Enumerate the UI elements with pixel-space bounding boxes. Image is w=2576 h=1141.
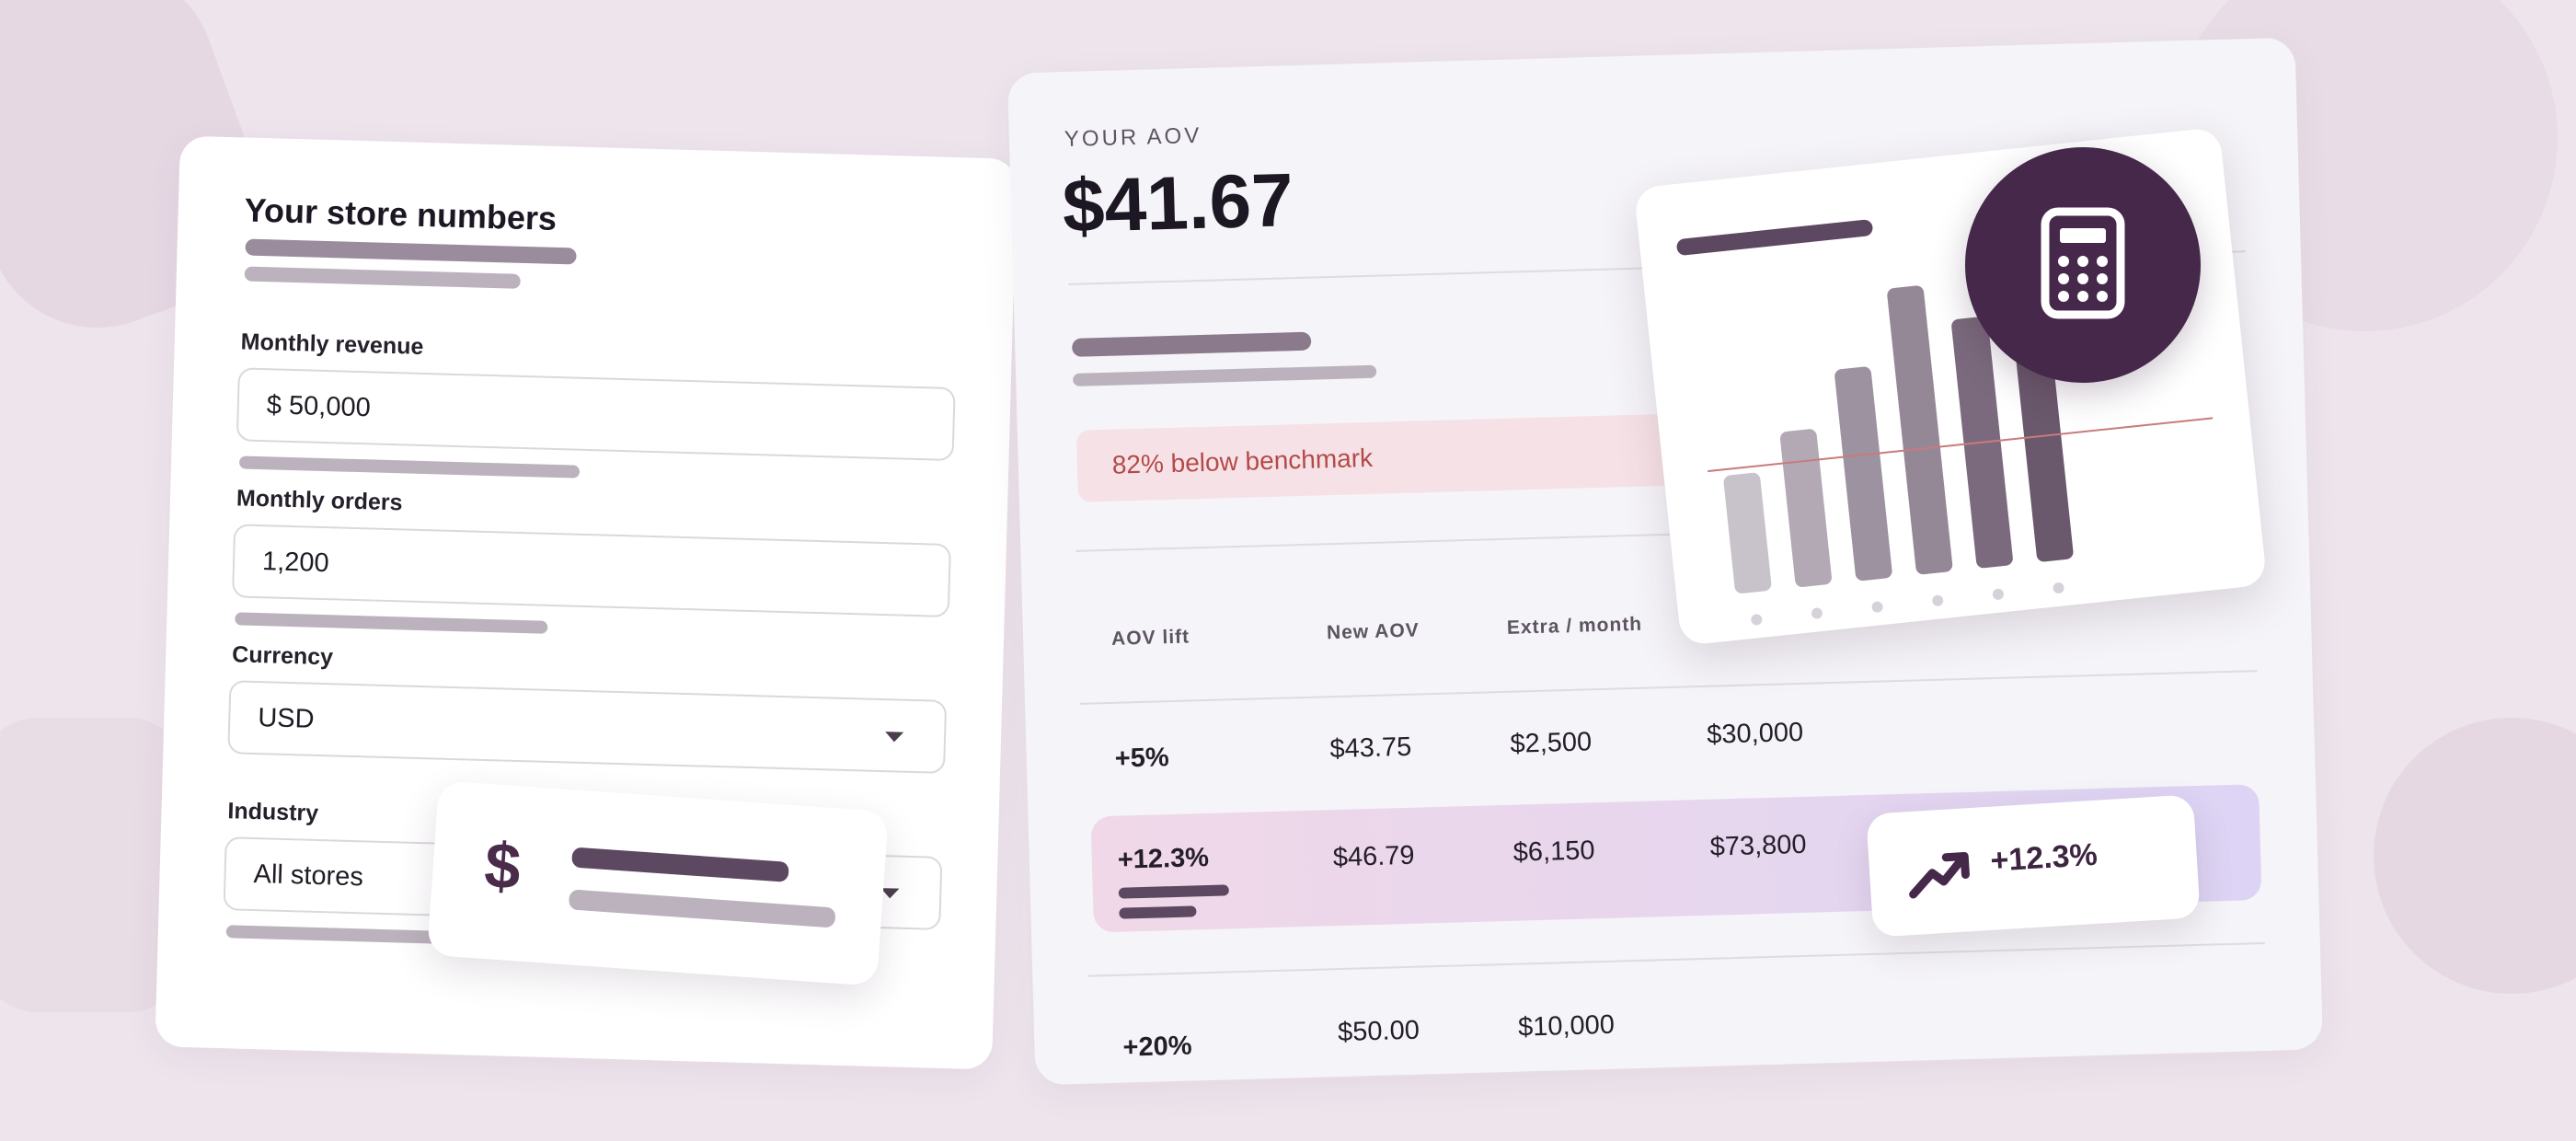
table-cell: $43.75 <box>1329 732 1412 765</box>
chart-tick-dot <box>2053 582 2064 594</box>
chevron-down-icon <box>880 888 900 899</box>
table-header: New AOV <box>1326 619 1420 644</box>
divider <box>1080 670 2258 705</box>
table-cell: +5% <box>1114 743 1170 774</box>
skeleton-line <box>238 455 581 478</box>
benchmark-alert: 82% below benchmark <box>1075 412 1722 502</box>
calculator-icon <box>2041 207 2125 319</box>
currency-label: Currency <box>231 641 334 671</box>
industry-value: All stores <box>253 859 364 893</box>
aov-value: $41.67 <box>1061 158 1294 249</box>
skeleton-line <box>1073 364 1377 386</box>
skeleton-line <box>568 889 836 928</box>
divider <box>1087 941 2265 977</box>
chart-card <box>1633 126 2268 647</box>
currency-value: USD <box>257 703 316 734</box>
trending-up-icon <box>1909 852 1970 899</box>
skeleton-line <box>1119 905 1197 919</box>
currency-select[interactable]: USD <box>227 680 948 774</box>
chart-bar <box>1723 472 1772 594</box>
chevron-down-icon <box>884 732 904 743</box>
table-cell: $50.00 <box>1337 1015 1420 1048</box>
industry-label: Industry <box>227 798 319 826</box>
table-cell: $2,500 <box>1510 727 1593 759</box>
skeleton-line <box>1071 331 1312 357</box>
table-cell: $6,150 <box>1512 836 1595 868</box>
chart-tick-dot <box>1932 594 1944 606</box>
dollar-badge: $ <box>426 780 890 986</box>
lift-badge: +12.3% <box>1866 794 2201 938</box>
background-shape <box>0 718 184 1012</box>
skeleton-line <box>235 612 548 634</box>
chart-bar <box>2016 347 2074 562</box>
monthly-revenue-input[interactable]: $ 50,000 <box>236 367 956 462</box>
monthly-orders-input[interactable]: 1,200 <box>232 524 951 618</box>
chart-bar <box>1779 429 1832 587</box>
table-header: AOV lift <box>1110 626 1190 650</box>
table-cell: +20% <box>1122 1031 1192 1063</box>
lift-value: +12.3% <box>1989 836 2099 879</box>
background-shape <box>2374 718 2576 994</box>
chart-tick-dot <box>1871 601 1883 613</box>
table-header: Extra / month <box>1506 613 1643 639</box>
table-cell: $73,800 <box>1709 829 1807 862</box>
monthly-revenue-label: Monthly revenue <box>240 328 424 360</box>
monthly-orders-label: Monthly orders <box>236 485 403 516</box>
calculator-badge <box>1965 147 2201 383</box>
skeleton-line <box>245 238 577 265</box>
dollar-icon: $ <box>482 828 523 904</box>
table-cell: +12.3% <box>1117 842 1210 875</box>
card-title: Your store numbers <box>244 190 558 237</box>
chart-bar <box>1887 285 1953 575</box>
chart-tick-dot <box>1811 607 1823 619</box>
table-cell: $10,000 <box>1517 1009 1616 1043</box>
skeleton-line <box>570 847 789 882</box>
aov-label: YOUR AOV <box>1064 122 1202 153</box>
skeleton-line <box>244 266 521 289</box>
benchmark-line <box>1708 417 2214 473</box>
bar-chart <box>1708 285 2214 626</box>
chart-tick-dot <box>1751 614 1763 626</box>
chart-bar <box>1834 366 1892 582</box>
table-cell: $46.79 <box>1332 840 1415 873</box>
table-cell: $30,000 <box>1706 717 1804 750</box>
chart-tick-dot <box>1992 588 2004 600</box>
